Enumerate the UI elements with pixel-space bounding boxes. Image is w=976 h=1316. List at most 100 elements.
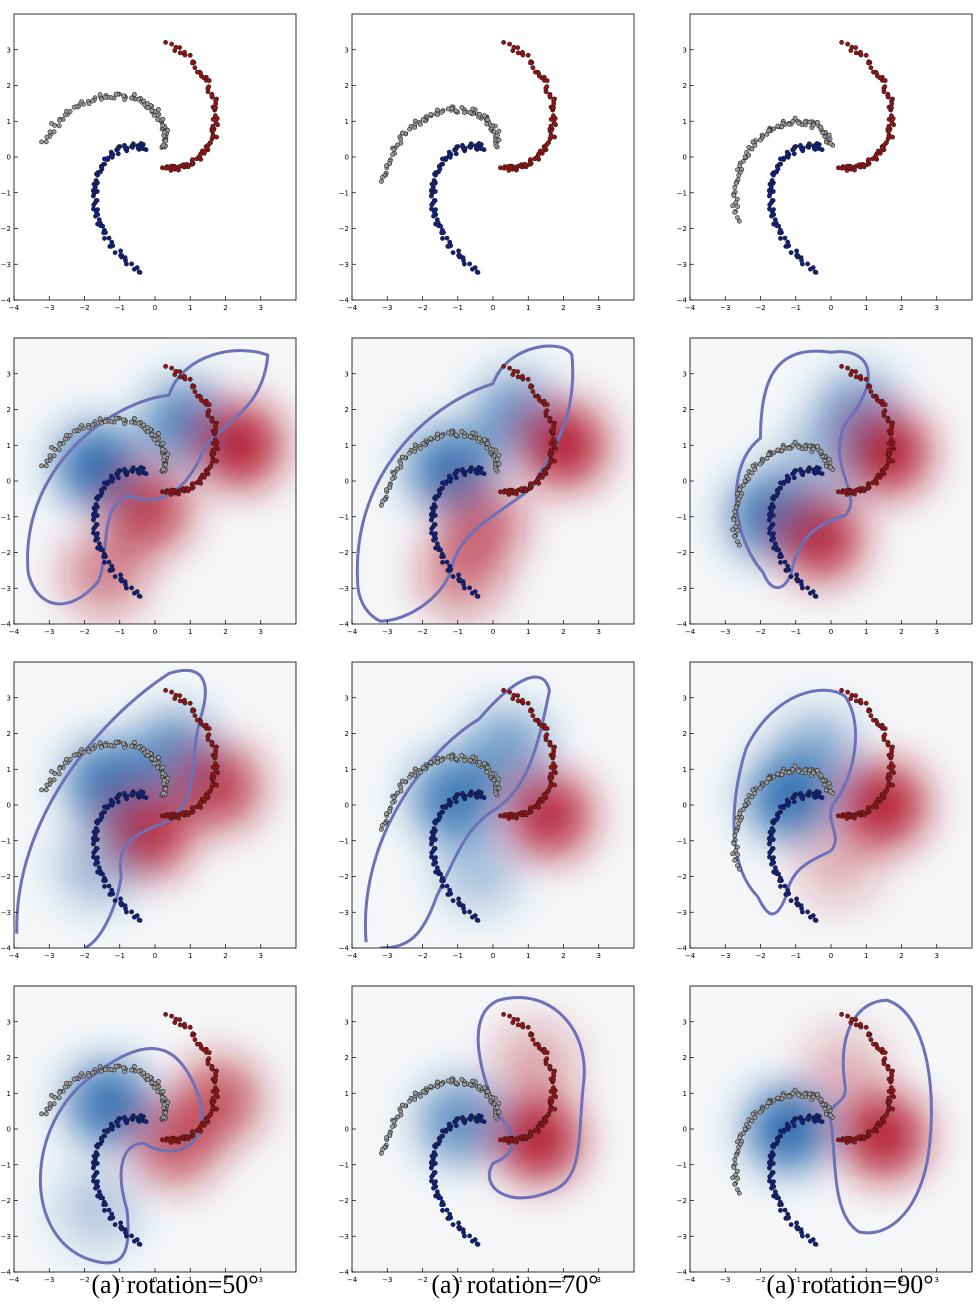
- data-point: [113, 1063, 119, 1069]
- data-point: [391, 471, 397, 476]
- data-point: [213, 753, 218, 759]
- data-point: [39, 787, 44, 793]
- data-point: [456, 572, 461, 578]
- data-point: [214, 782, 219, 788]
- data-point: [467, 585, 472, 591]
- data-point: [889, 1085, 894, 1091]
- data-point: [131, 416, 137, 421]
- data-point: [101, 230, 106, 236]
- data-point: [44, 134, 50, 140]
- data-point: [135, 469, 141, 475]
- data-point: [849, 44, 855, 50]
- x-tick-label: 1: [864, 952, 868, 960]
- x-tick-label: −4: [9, 1276, 20, 1284]
- data-point: [767, 841, 772, 847]
- data-point: [173, 692, 179, 698]
- data-point: [810, 122, 816, 128]
- data-point: [71, 752, 77, 758]
- data-point: [858, 49, 863, 55]
- data-point: [853, 374, 859, 380]
- data-point: [858, 373, 863, 379]
- data-point: [431, 861, 436, 867]
- y-tick-label: 0: [345, 154, 349, 162]
- x-tick-label: 0: [153, 628, 157, 636]
- data-point: [108, 243, 114, 249]
- data-point: [889, 1077, 894, 1083]
- data-point: [182, 697, 187, 703]
- data-point: [155, 431, 161, 436]
- data-point: [214, 134, 219, 140]
- data-point: [384, 487, 389, 493]
- data-point: [428, 517, 434, 523]
- data-point: [177, 698, 183, 704]
- data-point: [90, 1070, 96, 1076]
- data-point: [135, 145, 141, 151]
- y-tick-label: 3: [683, 46, 687, 54]
- data-point: [515, 1022, 521, 1028]
- data-point: [101, 554, 106, 560]
- y-tick-label: 0: [683, 154, 687, 162]
- data-point: [889, 746, 894, 752]
- data-point: [845, 689, 850, 695]
- data-point: [882, 408, 888, 414]
- data-point: [813, 269, 819, 275]
- x-tick-label: −3: [382, 628, 392, 636]
- data-point: [412, 442, 418, 448]
- data-point: [805, 585, 810, 591]
- data-point: [106, 883, 112, 889]
- data-point: [129, 261, 134, 267]
- data-point: [777, 230, 782, 236]
- data-point: [399, 130, 405, 136]
- data-point: [206, 84, 212, 90]
- data-point: [732, 857, 738, 863]
- data-point: [839, 40, 844, 45]
- data-point: [776, 1195, 781, 1201]
- caption-rotation-70: (a) rotation=70°: [431, 1270, 599, 1299]
- data-point: [767, 1174, 773, 1180]
- caption-rotation-90: (a) rotation=90°: [766, 1270, 934, 1299]
- data-point: [94, 504, 100, 510]
- data-point: [169, 41, 174, 47]
- data-point: [129, 419, 134, 425]
- panel-r2-c1: −4 −3 −2 −1 0 1 2 3 −4 −3 −2 −1 0 1 2 3: [1, 337, 297, 636]
- data-point: [380, 174, 385, 180]
- data-point: [776, 871, 781, 877]
- data-point: [210, 447, 216, 453]
- panel-background: [352, 14, 634, 300]
- data-point: [431, 537, 436, 543]
- data-point: [528, 60, 533, 66]
- y-tick-label: 1: [345, 766, 349, 774]
- data-point: [47, 129, 53, 135]
- data-point: [849, 1016, 855, 1022]
- data-point: [472, 265, 478, 270]
- y-tick-label: −2: [1, 225, 11, 233]
- data-point: [749, 146, 755, 152]
- y-tick-label: −2: [339, 549, 349, 557]
- data-point: [438, 547, 443, 553]
- data-point: [485, 441, 490, 446]
- panel-r3-c3: −4 −3 −2 −1 0 1 2 3 −4 −3 −2 −1 0 1 2 3: [677, 661, 973, 960]
- data-point: [467, 1233, 472, 1239]
- x-tick-label: 3: [259, 304, 263, 312]
- data-point: [182, 1021, 187, 1027]
- data-point: [390, 1124, 395, 1129]
- data-point: [137, 1242, 143, 1247]
- data-point: [444, 235, 450, 241]
- y-tick-label: −1: [339, 837, 349, 845]
- data-point: [163, 363, 168, 369]
- x-tick-label: −1: [791, 304, 801, 312]
- data-point: [523, 486, 528, 492]
- y-tick-label: 0: [345, 802, 349, 810]
- data-point: [102, 480, 107, 486]
- data-point: [473, 1118, 479, 1123]
- data-point: [735, 815, 740, 821]
- data-point: [97, 416, 103, 422]
- x-tick-label: 0: [829, 304, 833, 312]
- data-point: [811, 145, 817, 151]
- data-point: [530, 713, 536, 719]
- y-tick-label: −1: [1, 513, 11, 521]
- data-point: [429, 526, 435, 532]
- x-tick-label: −1: [791, 952, 801, 960]
